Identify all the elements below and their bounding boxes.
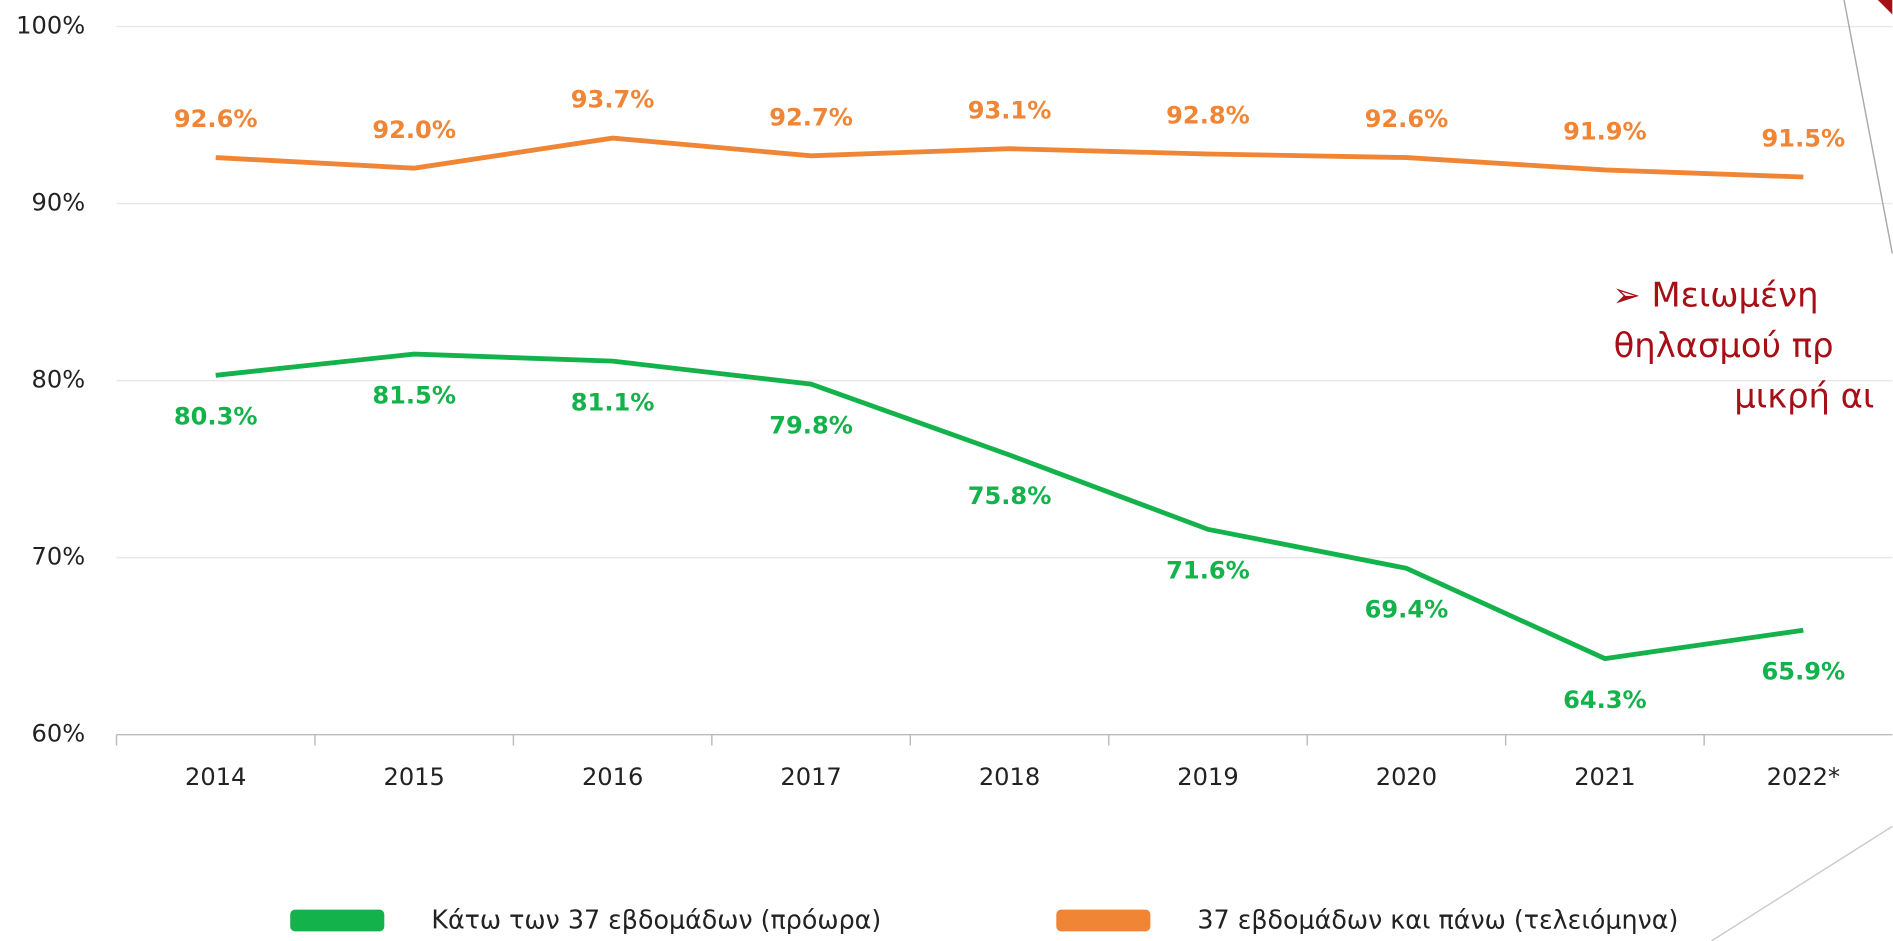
annotation: ➢ Μειωμένη θηλασμού πρ μικρή αι [1612, 275, 1874, 415]
y-tick-label: 90% [32, 189, 86, 217]
data-label: 92.6% [174, 105, 258, 133]
annotation-text: θηλασμού πρ [1614, 326, 1834, 365]
annotation-text: μικρή αι [1734, 377, 1874, 416]
decor-line [1710, 825, 1893, 941]
data-label: 75.8% [968, 482, 1052, 510]
x-tick-label: 2015 [383, 763, 444, 791]
x-tick-label: 2017 [780, 763, 841, 791]
data-label: 93.7% [571, 86, 655, 114]
data-label: 91.5% [1762, 125, 1846, 153]
x-tick-label: 2014 [185, 763, 246, 791]
data-label: 71.6% [1166, 557, 1250, 585]
x-tick-label: 2019 [1177, 763, 1238, 791]
data-label: 92.6% [1365, 105, 1449, 133]
x-tick-label: 2016 [582, 763, 643, 791]
decor-shape [1877, 0, 1893, 15]
x-tick-label: 2018 [979, 763, 1040, 791]
x-tick-label: 2021 [1574, 763, 1635, 791]
data-label: 93.1% [968, 96, 1052, 124]
data-label: 92.0% [372, 116, 456, 144]
x-tick-label: 2020 [1376, 763, 1437, 791]
data-label: 79.8% [769, 411, 853, 439]
data-label: 65.9% [1762, 657, 1846, 685]
series-line [215, 135, 1804, 180]
data-label: 81.1% [571, 388, 655, 416]
y-tick-label: 60% [32, 720, 86, 748]
data-label: 81.5% [372, 381, 456, 409]
series-line [215, 351, 1804, 662]
decor-line [1843, 0, 1893, 254]
legend-label: Κάτω των 37 εβδομάδων (πρόωρα) [431, 905, 881, 935]
data-label: 64.3% [1563, 686, 1647, 714]
data-label: 92.8% [1166, 102, 1250, 130]
annotation-text: ➢ Μειωμένη [1612, 275, 1818, 314]
legend-label: 37 εβδομάδων και πάνω (τελειόμηνα) [1197, 905, 1678, 935]
x-tick-label: 2022* [1767, 763, 1840, 791]
data-label: 80.3% [174, 403, 258, 431]
y-tick-label: 70% [32, 543, 86, 571]
legend-swatch [290, 909, 385, 932]
data-label: 92.7% [769, 103, 853, 131]
y-tick-label: 80% [32, 366, 86, 394]
legend-swatch [1056, 909, 1151, 932]
data-label: 69.4% [1365, 596, 1449, 624]
y-tick-label: 100% [16, 12, 85, 40]
data-label: 91.9% [1563, 118, 1647, 146]
